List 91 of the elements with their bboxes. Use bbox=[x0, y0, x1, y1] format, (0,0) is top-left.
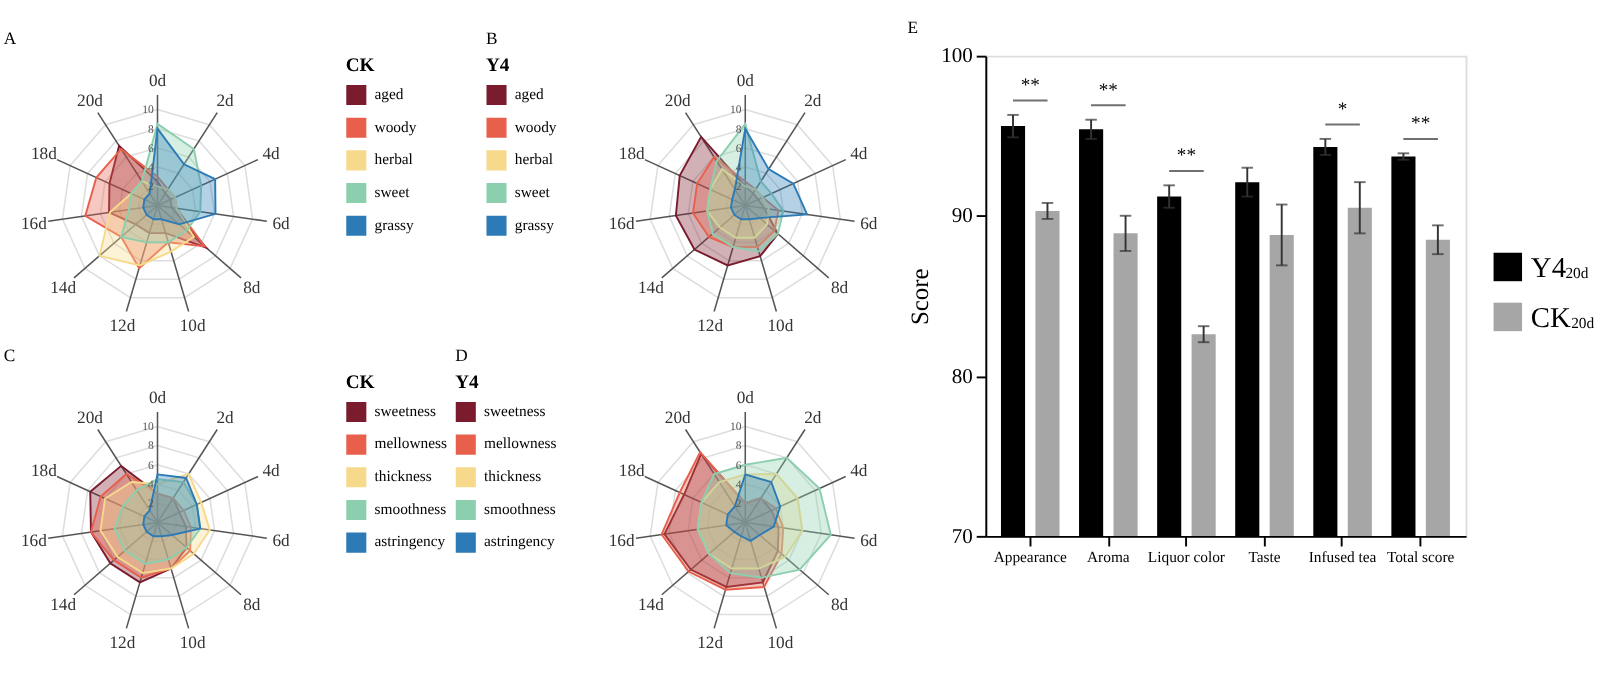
legend-label: woody bbox=[514, 117, 557, 136]
legend-label: mellowness bbox=[374, 434, 448, 453]
spoke-label: 14d bbox=[637, 593, 666, 614]
legend-label: smoothness bbox=[484, 499, 556, 518]
legend-label: woody bbox=[374, 117, 417, 136]
annotation: ** bbox=[1411, 113, 1431, 136]
spoke-label: 14d bbox=[637, 277, 666, 298]
spoke-label: 20d bbox=[664, 90, 693, 111]
legend-title: CK bbox=[345, 371, 376, 394]
spoke-label: 2d bbox=[216, 90, 235, 111]
legend-title: Y4 bbox=[455, 371, 480, 394]
spoke-label: 6d bbox=[860, 213, 879, 234]
y-tick-label: 70 bbox=[951, 526, 973, 549]
spoke-label: 4d bbox=[850, 460, 869, 481]
legend-label: herbal bbox=[374, 150, 413, 169]
annotation: ** bbox=[1020, 74, 1041, 97]
x-tick-label: Appearance bbox=[993, 547, 1069, 566]
spoke-label: 12d bbox=[697, 315, 725, 336]
spoke-label: 10d bbox=[767, 315, 795, 336]
legend-label: herbal bbox=[514, 150, 554, 169]
spoke-label: 8d bbox=[243, 277, 262, 298]
legend-label: sweet bbox=[514, 182, 552, 201]
x-tick-label: Aroma bbox=[1087, 547, 1131, 566]
legend-label: smoothness bbox=[374, 499, 447, 518]
spoke-label: 18d bbox=[618, 460, 646, 481]
spoke-label: 12d bbox=[109, 315, 137, 336]
annotation: ** bbox=[1098, 79, 1119, 102]
annotation: ** bbox=[1176, 145, 1197, 168]
legend-label: aged bbox=[514, 84, 545, 103]
legend-label: mellowness bbox=[484, 434, 557, 453]
spoke-label: 4d bbox=[850, 143, 869, 164]
legend-label: astringency bbox=[484, 532, 556, 551]
legend-label: grassy bbox=[514, 215, 555, 234]
legend-label: astringency bbox=[374, 532, 446, 551]
x-tick-label: Taste bbox=[1248, 547, 1282, 566]
spoke-label: 18d bbox=[31, 143, 59, 164]
legend-label: grassy bbox=[374, 215, 415, 234]
spoke-label: 12d bbox=[697, 631, 725, 652]
spoke-label: 18d bbox=[618, 143, 646, 164]
spoke-label: 12d bbox=[109, 631, 137, 652]
chart-title: E bbox=[907, 16, 919, 37]
legend-label: sweetness bbox=[374, 401, 436, 420]
spoke-label: 6d bbox=[860, 529, 879, 550]
spoke-label: 18d bbox=[31, 460, 59, 481]
spoke-label: 16d bbox=[608, 529, 636, 550]
spoke-label: 16d bbox=[20, 213, 49, 234]
spoke-label: 0d bbox=[148, 70, 168, 91]
spoke-label: 8d bbox=[830, 277, 850, 298]
legend-label: sweet bbox=[374, 182, 412, 201]
spoke-label: 4d bbox=[262, 143, 282, 164]
legend-label: CK20d bbox=[1530, 302, 1595, 335]
x-tick-label: Infused tea bbox=[1308, 547, 1378, 566]
annotation: * bbox=[1337, 98, 1348, 121]
legend-label: aged bbox=[374, 84, 404, 103]
spoke-label: 0d bbox=[148, 387, 168, 408]
spoke-label: 6d bbox=[272, 213, 292, 234]
x-tick-label: Total score bbox=[1386, 547, 1456, 566]
spoke-label: 2d bbox=[216, 407, 235, 428]
spoke-label: 20d bbox=[77, 407, 105, 428]
spoke-label: 20d bbox=[664, 407, 693, 428]
y-tick-label: 100 bbox=[941, 46, 973, 69]
spoke-label: 10d bbox=[179, 631, 207, 652]
spoke-label: 10d bbox=[179, 315, 207, 336]
y-tick-label: 90 bbox=[951, 206, 973, 229]
chart-title: D bbox=[455, 345, 468, 366]
chart-title: B bbox=[485, 28, 498, 49]
spoke-label: 10d bbox=[767, 631, 795, 652]
legend-label: thickness bbox=[484, 467, 542, 486]
spoke-label: 16d bbox=[20, 529, 49, 550]
legend-label: Y420d bbox=[1530, 252, 1589, 285]
spoke-label: 20d bbox=[77, 90, 105, 111]
spoke-label: 6d bbox=[272, 529, 292, 550]
spoke-label: 2d bbox=[804, 90, 823, 111]
spoke-label: 14d bbox=[50, 593, 78, 614]
legend-label: sweetness bbox=[484, 401, 546, 420]
legend-label: thickness bbox=[374, 467, 432, 486]
y-axis-title: Score bbox=[905, 267, 934, 326]
spoke-label: 14d bbox=[50, 277, 78, 298]
spoke-label: 8d bbox=[243, 593, 262, 614]
spoke-label: 0d bbox=[736, 70, 756, 91]
legend-title: CK bbox=[345, 55, 376, 78]
x-tick-label: Liquor color bbox=[1147, 547, 1226, 566]
chart-title: C bbox=[3, 345, 16, 366]
chart-title: A bbox=[3, 28, 18, 49]
spoke-label: 2d bbox=[804, 407, 823, 428]
legend-title: Y4 bbox=[485, 55, 510, 78]
spoke-label: 8d bbox=[830, 593, 850, 614]
y-tick-label: 80 bbox=[951, 366, 973, 389]
spoke-label: 0d bbox=[736, 387, 756, 408]
spoke-label: 4d bbox=[262, 460, 282, 481]
spoke-label: 16d bbox=[608, 213, 636, 234]
